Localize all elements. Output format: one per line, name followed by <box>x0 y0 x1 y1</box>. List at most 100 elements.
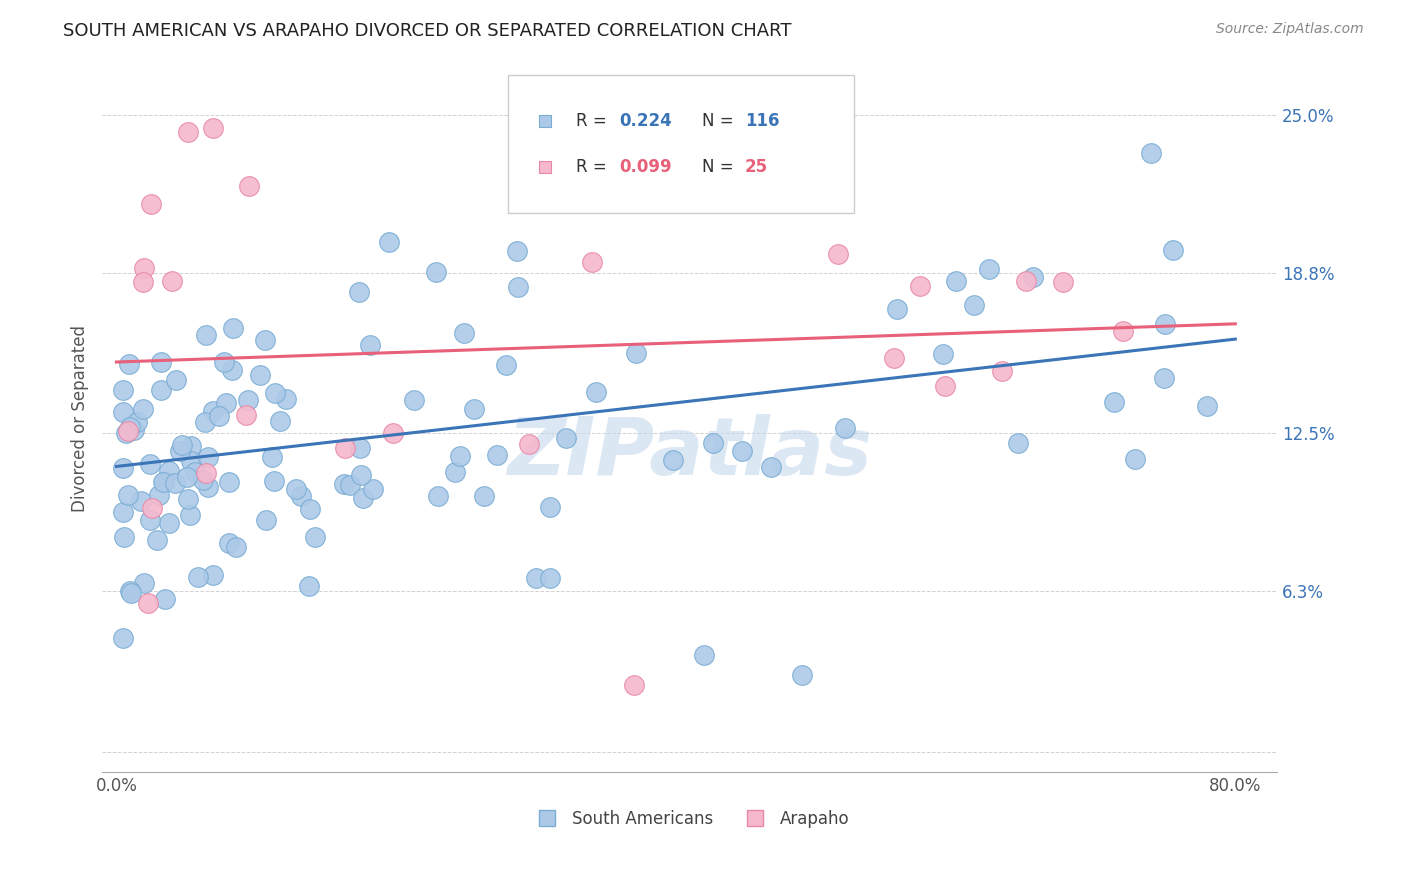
Point <box>197 480 219 494</box>
Point <box>112 505 135 519</box>
Point <box>538 572 561 586</box>
Point <box>339 478 361 492</box>
Text: R =: R = <box>576 158 612 176</box>
Point <box>538 500 561 514</box>
Point <box>1022 269 1045 284</box>
Point <box>165 476 187 491</box>
Point <box>908 279 931 293</box>
Y-axis label: Divorced or Separated: Divorced or Separated <box>72 325 89 511</box>
Point <box>132 401 155 416</box>
Point <box>153 591 176 606</box>
Point <box>114 425 136 440</box>
Point <box>1007 435 1029 450</box>
Point <box>284 482 307 496</box>
Text: 116: 116 <box>745 112 779 129</box>
Point <box>122 423 145 437</box>
Point <box>132 576 155 591</box>
Point <box>991 364 1014 378</box>
Point <box>194 466 217 480</box>
Point <box>129 493 152 508</box>
Point <box>117 488 139 502</box>
Point <box>118 357 141 371</box>
Point <box>1161 243 1184 257</box>
Point <box>157 464 180 478</box>
FancyBboxPatch shape <box>508 75 855 212</box>
Text: N =: N = <box>702 112 738 129</box>
Point <box>427 490 450 504</box>
Point <box>963 298 986 312</box>
Point <box>141 197 163 211</box>
Point <box>519 436 541 450</box>
Point <box>254 513 277 527</box>
Point <box>215 396 238 410</box>
Point <box>162 273 184 287</box>
Point <box>238 392 260 407</box>
Point <box>554 431 576 445</box>
Text: ZIPatlas: ZIPatlas <box>508 415 872 492</box>
Point <box>827 246 849 260</box>
Text: N =: N = <box>702 158 738 176</box>
Point <box>180 454 202 468</box>
Point <box>146 533 169 547</box>
Point <box>945 273 967 287</box>
Point <box>177 491 200 506</box>
Point <box>112 529 135 543</box>
Text: SOUTH AMERICAN VS ARAPAHO DIVORCED OR SEPARATED CORRELATION CHART: SOUTH AMERICAN VS ARAPAHO DIVORCED OR SE… <box>63 22 792 40</box>
Point <box>274 392 297 406</box>
Point <box>1140 146 1163 161</box>
Point <box>148 488 170 502</box>
Point <box>260 450 283 465</box>
Point <box>117 424 139 438</box>
Point <box>495 359 517 373</box>
Text: Source: ZipAtlas.com: Source: ZipAtlas.com <box>1216 22 1364 37</box>
Point <box>225 540 247 554</box>
Point <box>112 631 135 645</box>
Point <box>298 501 321 516</box>
Point <box>1014 273 1036 287</box>
Point <box>118 583 141 598</box>
Point <box>238 179 260 194</box>
Point <box>1123 452 1146 467</box>
Point <box>702 435 724 450</box>
Point <box>152 475 174 489</box>
Point <box>134 260 156 275</box>
Point <box>1197 400 1219 414</box>
Point <box>112 405 135 419</box>
Point <box>349 441 371 455</box>
Point <box>453 326 475 341</box>
Point <box>834 421 856 435</box>
Point <box>169 444 191 458</box>
Point <box>402 392 425 407</box>
Point <box>977 261 1000 276</box>
Point <box>934 379 956 393</box>
Point <box>177 125 200 139</box>
Point <box>449 449 471 463</box>
Text: 25: 25 <box>745 158 768 176</box>
Point <box>623 678 645 692</box>
Point <box>361 483 384 497</box>
Point <box>136 596 159 610</box>
Point <box>1112 325 1135 339</box>
Point <box>202 404 225 418</box>
Point <box>235 408 257 422</box>
Point <box>263 386 285 401</box>
Point <box>304 530 326 544</box>
Point <box>585 384 607 399</box>
Point <box>444 465 467 479</box>
Point <box>218 475 240 489</box>
Point <box>335 442 357 456</box>
Point <box>197 450 219 465</box>
Point <box>352 491 374 505</box>
Point <box>624 345 647 359</box>
Point <box>381 426 404 441</box>
Point <box>191 473 214 487</box>
Point <box>127 415 149 429</box>
Point <box>120 419 142 434</box>
Point <box>172 438 194 452</box>
Point <box>524 572 547 586</box>
Point <box>290 489 312 503</box>
Point <box>298 579 321 593</box>
Point <box>221 362 243 376</box>
Point <box>263 474 285 488</box>
Point <box>120 586 142 600</box>
